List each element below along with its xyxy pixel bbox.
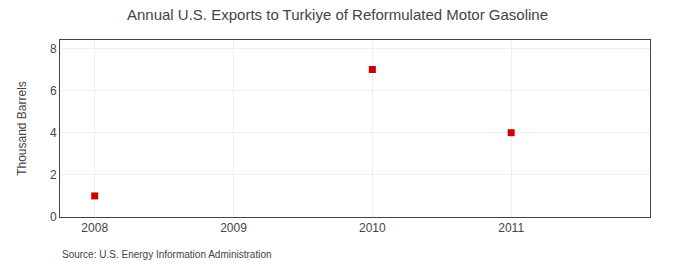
svg-text:Source: U.S. Energy Informatio: Source: U.S. Energy Information Administ… — [62, 249, 272, 260]
svg-text:4: 4 — [50, 126, 57, 140]
svg-text:Thousand Barrels: Thousand Barrels — [15, 81, 29, 176]
svg-text:8: 8 — [50, 42, 57, 56]
svg-text:2011: 2011 — [498, 221, 524, 235]
svg-text:Annual U.S. Exports to Turkiye: Annual U.S. Exports to Turkiye of Reform… — [127, 6, 548, 23]
svg-text:0: 0 — [50, 210, 57, 224]
svg-text:2010: 2010 — [359, 221, 386, 235]
svg-text:2008: 2008 — [81, 221, 108, 235]
svg-text:6: 6 — [50, 84, 57, 98]
svg-text:2: 2 — [50, 168, 57, 182]
svg-text:2009: 2009 — [220, 221, 247, 235]
